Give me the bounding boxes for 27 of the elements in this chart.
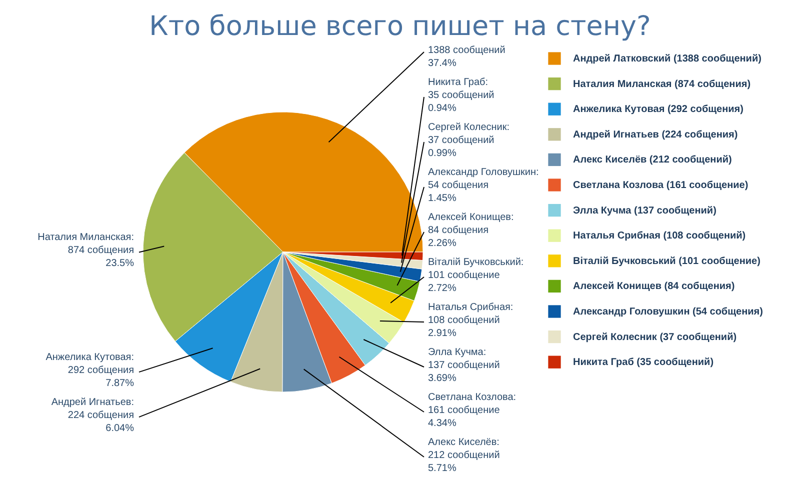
legend-label: Наталия Миланская (874 собщения) — [573, 78, 751, 90]
data-label: Наталья Срибная: 108 сообщений 2.91% — [428, 302, 514, 339]
legend-label: Віталій Бучковський (101 сообщение) — [573, 256, 760, 267]
legend-label: Сергей Колесник (37 сообщений) — [573, 332, 737, 343]
chart-title: Кто больше всего пишет на стену? — [149, 11, 651, 42]
legend-label: Наталья Срибная (108 сообщений) — [573, 230, 746, 242]
data-label: Александр Головушкин: 54 собщения 1.45% — [428, 167, 539, 204]
legend-label: Алексей Конищев (84 собщения) — [573, 281, 735, 292]
data-label: Никита Граб: 35 сообщений 0.94% — [428, 77, 494, 114]
legend-label: Александр Головушкин (54 собщения) — [573, 306, 763, 318]
data-label: Алекс Киселёв: 212 сообщений 5.71% — [428, 437, 500, 474]
legend-label: Никита Граб (35 сообщений) — [573, 357, 714, 368]
data-label: Элла Кучма: 137 сообщений 3.69% — [428, 347, 500, 384]
data-label: Віталій Бучковський: 101 сообщение 2.72% — [428, 257, 524, 294]
data-label: Наталия Миланская: 874 собщения 23.5% — [38, 232, 134, 270]
legend-label: Анжелика Кутовая (292 собщения) — [573, 104, 744, 116]
legend-label: Андрей Латковский (1388 сообщений) — [573, 54, 762, 64]
legend-label: Элла Кучма (137 сообщений) — [573, 205, 716, 216]
data-label: Андрей Игнатьев: 224 собщения 6.04% — [51, 397, 134, 434]
data-label: Сергей Колесник: 37 сообщений 0.99% — [428, 122, 510, 159]
legend-label: Андрей Игнатьев (224 собщения) — [573, 129, 738, 140]
data-label: Алексей Конищев: 84 собщения 2.26% — [428, 212, 514, 249]
data-label: Светлана Козлова: 161 сообщение 4.34% — [428, 392, 516, 429]
data-label: 1388 сообщений 37.4% — [428, 45, 506, 69]
legend-label: Алекс Киселёв (212 сообщений) — [573, 154, 732, 166]
legend-label: Светлана Козлова (161 сообщение) — [573, 180, 748, 191]
data-label: Анжелика Кутовая: 292 собщения 7.87% — [46, 352, 134, 390]
